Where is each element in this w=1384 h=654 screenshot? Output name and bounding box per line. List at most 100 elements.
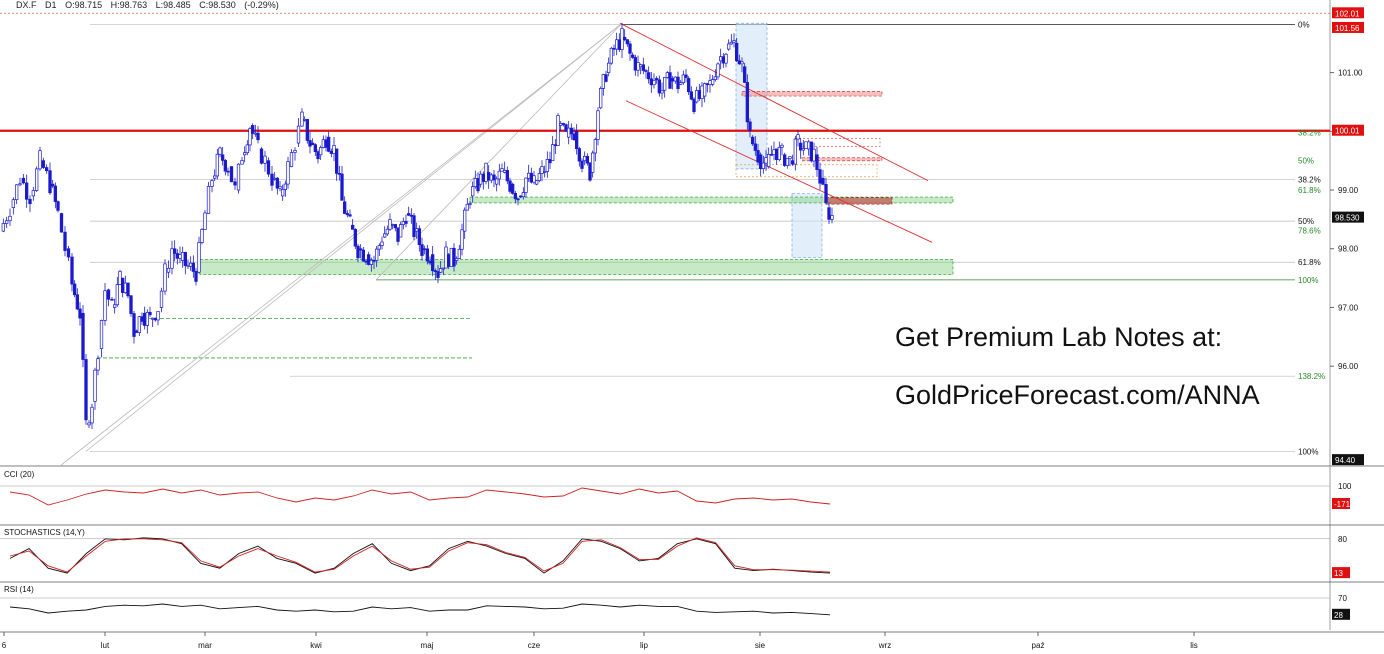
- candle-body: [296, 125, 301, 144]
- candle-body: [716, 63, 720, 78]
- candle-body: [59, 213, 64, 233]
- candle-body: [99, 320, 104, 349]
- candle-body: [457, 248, 461, 259]
- indicator-title: RSI (14): [4, 585, 34, 594]
- candle-body: [170, 248, 174, 269]
- candle-body: [203, 212, 207, 230]
- candle-body: [711, 79, 715, 85]
- candle-body: [465, 203, 469, 211]
- candle-body: [41, 160, 45, 168]
- candle-body: [236, 163, 241, 191]
- candle-body: [409, 214, 413, 217]
- candle-body: [631, 54, 635, 58]
- candle-body: [804, 141, 808, 149]
- candle-body: [452, 247, 456, 267]
- candle-body: [636, 62, 640, 71]
- candle-body: [1, 223, 5, 232]
- candle-body: [140, 316, 144, 322]
- candle-body: [103, 290, 107, 321]
- candle-body: [479, 173, 483, 185]
- x-tick-label: lis: [1190, 641, 1198, 650]
- candle-body: [278, 186, 282, 189]
- candle-body: [256, 132, 260, 141]
- x-tick-label: lut: [101, 641, 110, 650]
- candle-body: [226, 170, 230, 173]
- candle-body: [194, 271, 198, 282]
- price-zone: [825, 197, 893, 205]
- candle-body: [495, 178, 499, 185]
- candle-body: [110, 298, 114, 301]
- y-tick-label: 101.00: [1338, 69, 1363, 78]
- candle-body: [327, 136, 331, 152]
- candle-body: [135, 330, 139, 333]
- x-tick-label: mar: [198, 641, 212, 650]
- indicator-tick-label: 80: [1338, 535, 1347, 544]
- candle-body: [540, 166, 544, 174]
- candle-body: [66, 248, 71, 258]
- candle-body: [248, 128, 252, 146]
- candle-body: [163, 263, 167, 292]
- candle-body: [460, 229, 464, 250]
- candle-body: [641, 64, 645, 71]
- candle-body: [369, 259, 373, 265]
- high-value: H:98.763: [110, 0, 148, 10]
- x-tick-label: 6: [2, 641, 7, 650]
- candle-body: [564, 124, 568, 132]
- price-tag-label: 98.530: [1335, 214, 1360, 223]
- indicator-tick-label: 70: [1338, 594, 1347, 603]
- candle-body: [356, 245, 360, 259]
- candle-body: [78, 308, 82, 319]
- candle-body: [343, 201, 347, 214]
- candle-body: [259, 148, 264, 164]
- candle-body: [439, 268, 443, 273]
- candle-body: [321, 139, 325, 148]
- candle-body: [243, 152, 247, 156]
- candle-body: [93, 369, 97, 402]
- candle-body: [186, 264, 190, 267]
- candle-body: [575, 130, 579, 149]
- candle-body: [818, 169, 822, 184]
- timeframe: D1: [45, 0, 57, 10]
- candle-body: [567, 127, 571, 138]
- candle-body: [455, 258, 459, 261]
- candle-body: [695, 90, 699, 103]
- candle-body: [351, 224, 355, 230]
- candle-body: [383, 233, 387, 238]
- candle-body: [173, 248, 177, 254]
- candle-body: [319, 147, 323, 156]
- candle-body: [503, 170, 507, 173]
- fib-label: 78.6%: [1298, 227, 1321, 236]
- candle-body: [791, 160, 795, 165]
- candle-body: [137, 316, 141, 333]
- candle-body: [604, 74, 608, 82]
- candle-body: [106, 289, 111, 300]
- candle-body: [527, 172, 531, 179]
- candle-body: [293, 150, 297, 153]
- indicator-value-label: 13: [1334, 569, 1343, 578]
- candle-body: [689, 91, 693, 100]
- promo-link[interactable]: GoldPriceForecast.com/ANNA: [895, 380, 1260, 410]
- y-tick-label: 97.00: [1338, 303, 1359, 312]
- candle-body: [308, 140, 312, 147]
- candle-body: [772, 149, 776, 155]
- candle-body: [75, 294, 79, 310]
- candle-body: [665, 72, 669, 78]
- fib-label: 138.2%: [1298, 372, 1325, 381]
- candle-body: [270, 173, 274, 186]
- candle-body: [70, 256, 74, 285]
- candle-body: [399, 224, 403, 238]
- candle-body: [615, 39, 619, 50]
- candle-body: [516, 198, 520, 201]
- candle-body: [156, 311, 160, 321]
- candle-body: [687, 78, 691, 93]
- candle-body: [703, 83, 707, 97]
- candle-body: [281, 189, 285, 197]
- candle-body: [489, 174, 493, 181]
- candle-body: [273, 177, 277, 180]
- x-tick-label: maj: [421, 641, 434, 650]
- candle-body: [585, 155, 589, 164]
- candle-body: [90, 406, 94, 424]
- candle-body: [151, 317, 155, 320]
- candle-body: [5, 220, 9, 224]
- candle-body: [671, 78, 675, 82]
